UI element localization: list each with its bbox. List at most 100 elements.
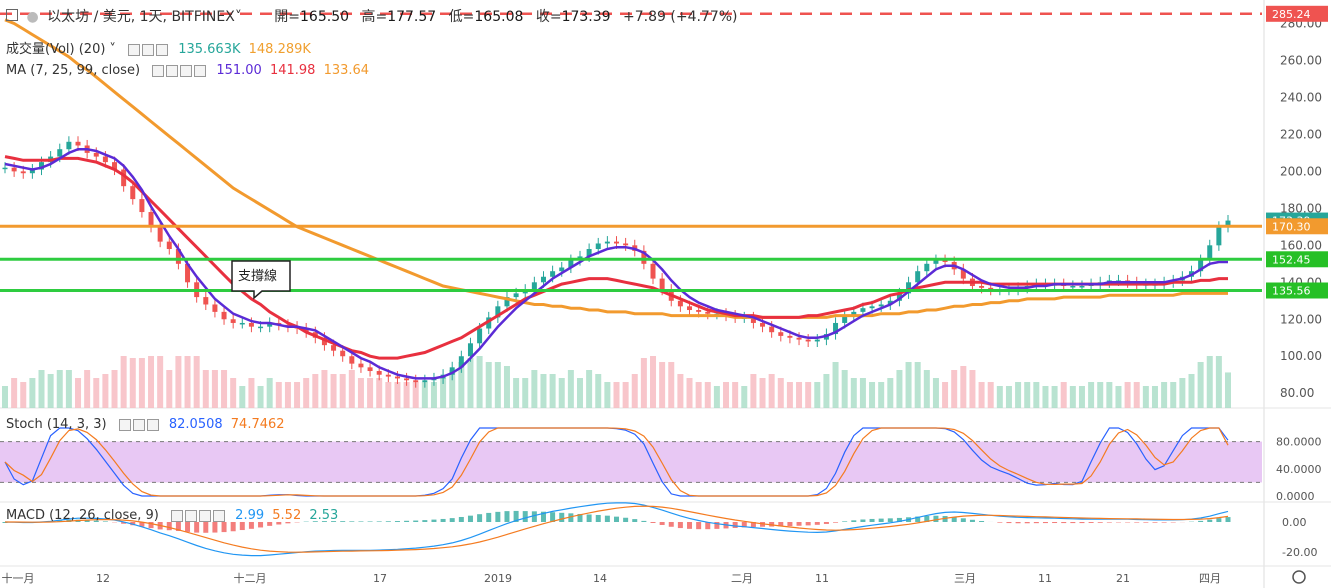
price-tag-label: 135.56 <box>1272 285 1311 298</box>
volume-bar <box>75 378 82 408</box>
eye-icon[interactable] <box>118 418 131 431</box>
gear-icon[interactable] <box>1292 570 1306 584</box>
gear-icon[interactable] <box>166 64 179 77</box>
price-tag-label: 285.24 <box>1272 8 1311 21</box>
x-tick-label: 11 <box>815 572 829 585</box>
candle-body <box>157 226 163 242</box>
macd-histogram-bar <box>896 517 902 522</box>
macd-histogram-bar <box>915 516 921 522</box>
x-tick-label: 二月 <box>731 572 753 585</box>
eye-icon[interactable] <box>128 43 141 56</box>
y-tick-label: 260.00 <box>1280 53 1322 67</box>
close-icon[interactable] <box>213 509 226 522</box>
macd-tick-label: 0.00 <box>1282 516 1307 529</box>
legend-buttons[interactable] <box>128 42 170 57</box>
candle-body <box>267 322 273 327</box>
chevron-down-icon[interactable]: ˅ <box>109 42 116 57</box>
candle-body <box>248 322 254 327</box>
volume-bar <box>275 382 282 408</box>
volume-bar <box>1097 382 1104 408</box>
gear-icon[interactable] <box>142 43 155 56</box>
stoch-legend[interactable]: Stoch (14, 3, 3) 82.0508 74.7462 <box>6 417 289 432</box>
macd-histogram-bar <box>1070 522 1076 524</box>
collapse-icon[interactable] <box>6 9 18 21</box>
close-icon[interactable] <box>156 43 169 56</box>
code-icon[interactable] <box>199 509 212 522</box>
macd-histogram-bar <box>84 520 90 522</box>
gear-icon[interactable] <box>185 509 198 522</box>
candle-body <box>796 337 802 340</box>
macd-histogram-bar <box>1024 522 1030 524</box>
volume-bar <box>321 370 328 408</box>
price-tag <box>1266 5 1328 22</box>
close-icon[interactable] <box>194 64 207 77</box>
close-icon[interactable] <box>146 418 159 431</box>
volume-bar <box>586 370 593 408</box>
legend-buttons[interactable] <box>152 63 208 78</box>
candle-body <box>842 315 848 323</box>
open-label: 開= <box>274 9 301 25</box>
y-tick-label: 240.00 <box>1280 90 1322 104</box>
volume-bar <box>750 374 757 408</box>
volume-bar <box>1170 382 1177 408</box>
stoch-tick-label: 40.0000 <box>1276 463 1322 476</box>
candle-body <box>595 243 601 250</box>
volume-bar <box>814 382 821 408</box>
volume-bar <box>650 356 657 408</box>
y-tick-label: 180.00 <box>1280 201 1322 215</box>
volume-bar <box>905 362 912 408</box>
volume-bar <box>878 382 885 408</box>
macd-histogram-bar <box>1079 522 1085 524</box>
volume-bar <box>1088 382 1095 408</box>
volume-bar <box>458 362 465 408</box>
price-tag <box>1266 251 1328 268</box>
volume-bar <box>640 358 647 408</box>
gear-icon[interactable] <box>132 418 145 431</box>
macd-histogram-bar <box>1106 522 1112 523</box>
stoch-band <box>0 441 1262 483</box>
candle-body <box>933 260 939 264</box>
ma-legend[interactable]: MA (7, 25, 99, close) 151.00 141.98 133.… <box>6 63 373 78</box>
candle-body <box>851 311 857 316</box>
legend-buttons[interactable] <box>171 508 227 523</box>
macd-histogram-bar <box>778 522 784 527</box>
macd-histogram-bar <box>230 522 236 532</box>
volume-bar <box>741 386 748 408</box>
candle-body <box>358 363 364 368</box>
candle-body <box>239 322 245 325</box>
candle-body <box>367 367 373 372</box>
macd-histogram-bar <box>714 522 720 529</box>
legend-buttons[interactable] <box>118 417 161 432</box>
ma99-line <box>4 18 1228 319</box>
candle-body <box>394 376 400 379</box>
symbol-title[interactable]: 以太坊 / 美元, 1天, BITFINEX <box>47 9 235 25</box>
candle-body <box>550 271 556 277</box>
code-icon[interactable] <box>180 64 193 77</box>
candle-body <box>623 243 629 246</box>
volume-bar <box>942 382 949 408</box>
volume-bar <box>65 370 72 408</box>
macd-histogram-bar <box>93 520 99 522</box>
eye-icon[interactable]: ● <box>26 9 39 25</box>
candle-body <box>769 326 775 333</box>
volume-bar <box>723 382 730 408</box>
volume-bar <box>193 356 200 408</box>
chevron-down-icon[interactable]: ˅ <box>234 9 242 25</box>
candle-body <box>29 169 35 174</box>
volume-bar <box>111 370 118 408</box>
candle-body <box>321 337 327 346</box>
macd-histogram-bar <box>495 511 501 522</box>
change-value: +7.89 (+4.77%) <box>623 9 738 25</box>
x-tick-label: 21 <box>1116 572 1130 585</box>
candle-body <box>495 306 501 318</box>
volume-legend[interactable]: 成交量(Vol) (20) ˅ 135.663K 148.289K <box>6 38 315 57</box>
eye-icon[interactable] <box>152 64 165 77</box>
volume-bar <box>102 374 109 408</box>
macd-histogram-bar <box>285 522 291 524</box>
macd-legend[interactable]: MACD (12, 26, close, 9) 2.99 5.52 2.53 <box>6 508 342 523</box>
eye-icon[interactable] <box>171 509 184 522</box>
macd-histogram-bar <box>477 514 483 522</box>
x-tick-label: 14 <box>593 572 607 585</box>
volume-bar <box>202 370 209 408</box>
